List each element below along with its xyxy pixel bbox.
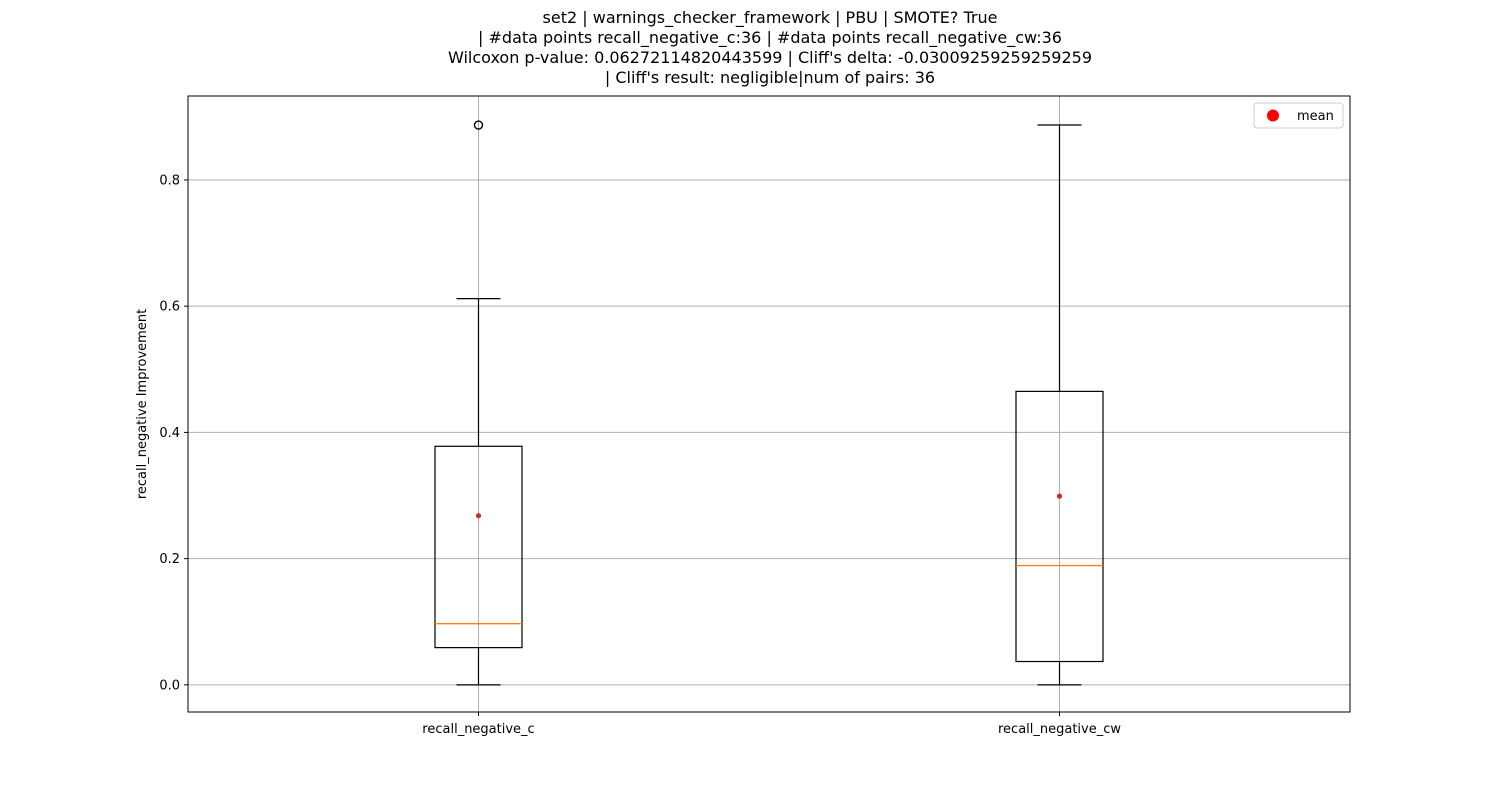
- y-tick-label: 0.4: [159, 426, 180, 441]
- outlier-point: [473, 120, 484, 130]
- x-tick-label: recall_negative_c: [422, 722, 534, 737]
- title-line-1: set2 | warnings_checker_framework | PBU …: [542, 8, 998, 27]
- mean-marker: [475, 513, 482, 519]
- axis-layer: 0.0 0.2 0.4 0.6 0.8 recall_negative_c recall_n…: [159, 173, 1121, 737]
- chart-title: set2 | warnings_checker_framework | PBU …: [0, 8, 1500, 88]
- plot-frame: [187, 95, 1351, 713]
- box-recall_negative_c: [434, 120, 523, 686]
- grid-layer: [188, 96, 1350, 712]
- iqr-box: [434, 445, 523, 649]
- y-tick-label: 0.6: [159, 300, 180, 315]
- title-line-4: | Cliff's result: negligible|num of pair…: [604, 68, 936, 87]
- title-line-2: | #data points recall_negative_c:36 | #d…: [478, 28, 1062, 47]
- y-axis-label: recall_negative Improvement: [135, 309, 150, 499]
- x-tick-label: recall_negative_cw: [998, 722, 1121, 737]
- y-tick-label: 0.0: [159, 678, 180, 693]
- iqr-box: [1015, 390, 1104, 663]
- title-line-3: Wilcoxon p-value: 0.06272114820443599 | …: [447, 48, 1092, 67]
- legend: mean: [1253, 102, 1344, 129]
- mean-marker: [1056, 493, 1063, 499]
- box-recall_negative_cw: [1015, 124, 1104, 686]
- y-tick-label: 0.2: [159, 552, 180, 567]
- legend-frame: [1253, 102, 1344, 129]
- legend-mean-label: mean: [1297, 109, 1334, 124]
- y-tick-label: 0.8: [159, 173, 180, 188]
- legend-mean-marker: [1267, 109, 1279, 122]
- box-layer: [434, 120, 1104, 686]
